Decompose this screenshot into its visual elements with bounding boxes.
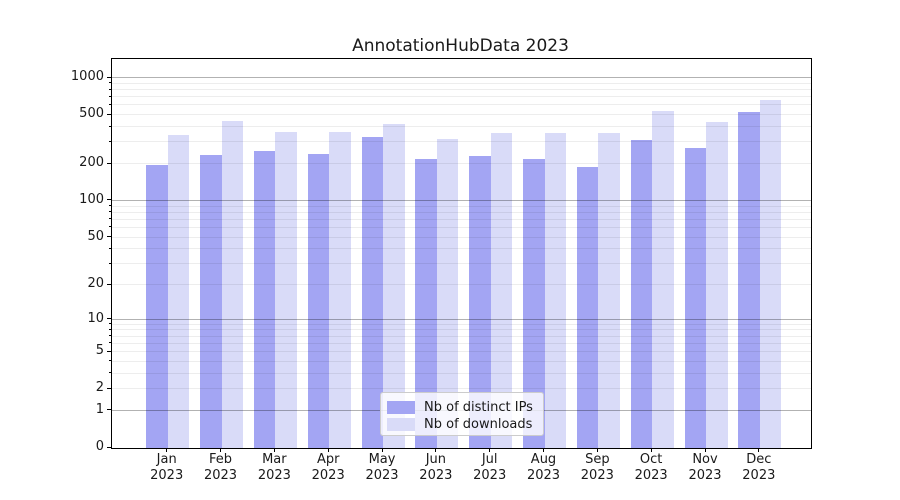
plot-area <box>111 58 812 449</box>
x-tick-label: Jul 2023 <box>473 452 507 483</box>
x-tick-label: Sep 2023 <box>580 452 614 483</box>
bar-downloads-Apr <box>329 132 351 448</box>
bar-downloads-Nov <box>706 122 728 448</box>
x-tick-label: Mar 2023 <box>257 452 291 483</box>
x-tick-label: Jan 2023 <box>150 452 184 483</box>
x-tick-label: Aug 2023 <box>526 452 561 483</box>
legend-item-downloads: Nb of downloads <box>387 416 543 432</box>
bars-layer <box>112 59 811 448</box>
y-minor-tick-mark <box>108 372 111 374</box>
chart-title: AnnotationHubData 2023 <box>352 36 569 56</box>
x-tick-label: Apr 2023 <box>311 452 345 483</box>
bar-downloads-Sep <box>598 133 620 448</box>
y-minor-tick-mark <box>108 211 111 213</box>
y-tick-mark <box>106 199 111 201</box>
y-tick-label: 5 <box>95 343 104 359</box>
x-tick-label: May 2023 <box>365 452 399 483</box>
x-tick-mark <box>220 448 222 453</box>
y-tick-mark <box>106 409 111 411</box>
bar-downloads-May <box>383 123 405 448</box>
x-tick-mark <box>758 448 760 453</box>
y-tick-mark <box>106 318 111 320</box>
y-minor-tick-mark <box>108 103 111 105</box>
bar-downloads-Jun <box>436 139 459 448</box>
y-tick-label: 10 <box>87 310 104 326</box>
x-tick-mark <box>650 448 652 453</box>
bar-distinct-ips-Jun <box>415 159 437 448</box>
y-minor-tick-mark <box>108 82 111 84</box>
bar-downloads-Dec <box>759 100 782 448</box>
bar-downloads-Oct <box>652 111 674 448</box>
bar-downloads-Jan <box>167 135 190 448</box>
legend-swatch-distinct-ips <box>387 400 415 414</box>
y-tick-label: 100 <box>79 191 104 207</box>
y-tick-label: 1 <box>95 401 104 417</box>
x-tick-mark <box>596 448 598 453</box>
x-tick-label: Oct 2023 <box>634 452 668 483</box>
y-tick-label: 0 <box>95 439 104 454</box>
legend-swatch-downloads <box>387 417 415 431</box>
y-tick-mark <box>106 283 111 285</box>
bar-distinct-ips-Nov <box>684 148 706 448</box>
y-minor-tick-mark <box>108 342 111 344</box>
y-minor-tick-mark <box>108 262 111 264</box>
y-tick-mark <box>106 446 111 448</box>
legend-label-downloads: Nb of downloads <box>424 416 533 432</box>
y-minor-tick-mark <box>108 125 111 127</box>
y-tick-label: 500 <box>79 106 104 122</box>
x-tick-mark <box>435 448 437 453</box>
bar-distinct-ips-Feb <box>200 154 222 448</box>
bar-downloads-Feb <box>221 120 244 448</box>
y-tick-label: 200 <box>79 155 104 171</box>
y-minor-tick-mark <box>108 226 111 228</box>
bar-distinct-ips-Oct <box>630 140 653 448</box>
x-tick-mark <box>273 448 275 453</box>
y-minor-tick-mark <box>108 140 111 142</box>
y-minor-tick-mark <box>108 335 111 337</box>
bar-distinct-ips-Jul <box>469 155 491 448</box>
y-tick-mark <box>106 387 111 389</box>
y-tick-mark <box>106 76 111 78</box>
y-minor-tick-mark <box>108 247 111 249</box>
x-tick-mark <box>543 448 544 453</box>
y-tick-label: 50 <box>87 228 104 244</box>
bar-distinct-ips-Sep <box>576 166 599 448</box>
y-tick-mark <box>106 162 111 164</box>
bar-distinct-ips-Jan <box>146 165 168 448</box>
legend-label-distinct-ips: Nb of distinct IPs <box>424 399 533 415</box>
legend-item-distinct-ips: Nb of distinct IPs <box>387 399 543 415</box>
bar-distinct-ips-Aug <box>523 158 545 448</box>
y-minor-tick-mark <box>108 88 111 90</box>
bar-distinct-ips-May <box>361 136 384 448</box>
x-tick-mark <box>489 448 491 453</box>
y-tick-label: 1000 <box>70 69 104 85</box>
y-tick-mark <box>106 236 111 237</box>
y-minor-tick-mark <box>108 328 111 330</box>
x-tick-mark <box>381 448 383 453</box>
y-tick-mark <box>106 113 111 115</box>
bar-downloads-Aug <box>544 132 566 448</box>
y-minor-tick-mark <box>108 205 111 206</box>
bar-downloads-Jul <box>490 133 513 448</box>
x-tick-label: Feb 2023 <box>203 452 238 483</box>
x-tick-label: Jun 2023 <box>419 452 453 483</box>
y-tick-label: 2 <box>95 380 104 396</box>
bar-distinct-ips-Dec <box>738 111 760 448</box>
y-minor-tick-mark <box>108 218 111 220</box>
x-tick-mark <box>166 448 168 453</box>
legend: Nb of distinct IPs Nb of downloads <box>380 392 544 436</box>
y-tick-label: 20 <box>87 276 104 291</box>
bar-downloads-Mar <box>275 132 297 448</box>
x-tick-mark <box>704 448 706 453</box>
x-tick-label: Dec 2023 <box>742 452 776 483</box>
y-minor-tick-mark <box>108 95 111 97</box>
x-tick-label: Nov 2023 <box>688 452 722 483</box>
y-minor-tick-mark <box>108 323 111 325</box>
y-tick-mark <box>106 350 111 352</box>
bar-distinct-ips-Mar <box>253 150 276 448</box>
y-minor-tick-mark <box>108 360 111 362</box>
x-tick-mark <box>327 448 329 453</box>
bar-distinct-ips-Apr <box>307 154 330 448</box>
